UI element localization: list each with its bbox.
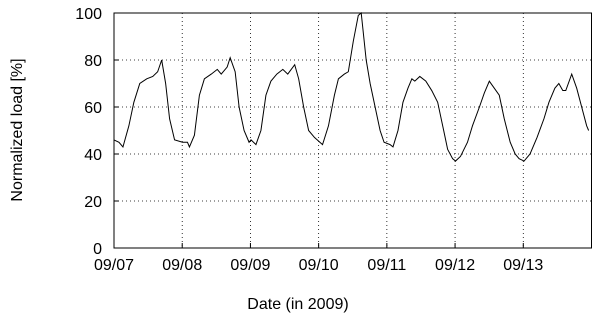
x-tick-label: 09/08 [162,257,202,274]
data-line [113,12,590,162]
y-tick-label: 20 [84,194,102,211]
x-tick-label: 09/10 [299,257,339,274]
y-axis-label: Normalized load [%] [9,58,26,201]
plot-frame [113,12,592,249]
y-tick-label: 100 [75,6,102,23]
y-tick-label: 60 [84,100,102,117]
x-axis-label: Date (in 2009) [247,296,348,313]
x-tick-label: 09/07 [94,257,134,274]
y-tick-label: 0 [93,241,102,258]
y-tick-label: 40 [84,147,102,164]
x-tick-label: 09/09 [230,257,270,274]
x-tick-label: 09/12 [435,257,475,274]
x-tick-label: 09/11 [367,257,406,274]
x-tick-label: 09/13 [503,257,543,274]
y-tick-label: 80 [84,53,102,70]
